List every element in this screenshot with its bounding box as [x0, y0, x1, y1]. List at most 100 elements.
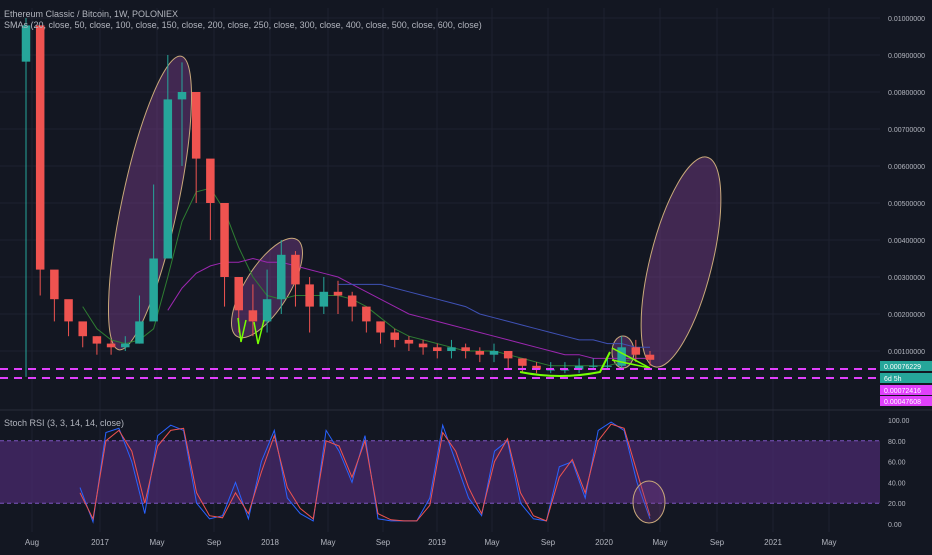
candle-body-23 — [347, 295, 357, 307]
price-label-text: 0.00076229 — [884, 364, 921, 371]
candle-body-33 — [489, 351, 499, 355]
time-tick-label: 2019 — [428, 538, 446, 547]
candle-body-7 — [121, 343, 130, 348]
candle-body-12 — [191, 92, 201, 159]
candle-body-32 — [475, 351, 485, 355]
price-candles — [21, 18, 655, 377]
candle-body-39 — [574, 365, 584, 370]
rsi-ellipse-annotation — [632, 480, 666, 524]
rsi-tick-label: 0.00 — [888, 522, 902, 529]
candle-body-8 — [135, 321, 144, 344]
candle-body-31 — [461, 347, 470, 351]
candle-body-42 — [617, 347, 626, 366]
candle-body-26 — [390, 332, 399, 340]
rsi-tick-label: 100.00 — [888, 418, 910, 425]
candle-body-4 — [78, 321, 87, 337]
price-label-bg-1 — [880, 373, 932, 383]
candle-body-20 — [305, 284, 314, 307]
neon-v-annotation-left — [237, 317, 247, 343]
candle-body-41 — [603, 365, 612, 367]
price-tick-label: 0.00200000 — [888, 312, 925, 319]
time-tick-label: May — [320, 538, 335, 547]
price-label-text: 0.00047608 — [884, 399, 921, 406]
time-tick-label: 2017 — [91, 538, 109, 547]
rsi-tick-label: 40.00 — [888, 480, 906, 487]
candle-body-2 — [50, 269, 59, 300]
price-tick-label: 0.00900000 — [888, 53, 925, 60]
candle-body-16 — [248, 310, 258, 322]
sma-legend[interactable]: SMAs (20, close, 50, close, 100, close, … — [4, 20, 482, 30]
price-label-text: 6d 5h — [884, 376, 902, 383]
candle-body-1 — [35, 25, 45, 270]
time-tick-label: 2021 — [764, 538, 782, 547]
neon-v-annotation-right — [253, 319, 265, 345]
stoch-rsi-panel — [0, 421, 880, 524]
price-label-bg-2 — [880, 385, 932, 395]
candle-body-34 — [503, 351, 513, 359]
sma-line-1 — [167, 257, 650, 359]
ellipse-annotation-2 — [640, 156, 722, 368]
candle-body-36 — [532, 365, 541, 370]
time-tick-label: Aug — [25, 538, 39, 547]
candle-body-18 — [277, 254, 286, 300]
candle-body-43 — [631, 347, 641, 355]
candle-body-5 — [92, 336, 102, 344]
rsi-line-1 — [79, 423, 651, 522]
price-tick-label: 0.00100000 — [888, 349, 925, 356]
time-tick-label: Sep — [376, 538, 391, 547]
neon-cup-annotation — [519, 351, 611, 377]
price-tick-label: 0.00300000 — [888, 275, 925, 282]
candle-body-17 — [262, 299, 272, 322]
candle-body-29 — [433, 347, 442, 351]
stoch-rsi-title[interactable]: Stoch RSI (3, 3, 14, 14, close) — [4, 418, 125, 428]
price-label-bg-3 — [880, 396, 932, 406]
candle-body-27 — [404, 339, 414, 344]
price-tick-label: 0.01000000 — [888, 16, 925, 23]
price-tick-label: 0.00800000 — [888, 90, 925, 97]
sma-line-2 — [338, 283, 650, 348]
candle-body-14 — [220, 203, 229, 277]
rsi-tick-label: 80.00 — [888, 439, 906, 446]
time-tick-label: May — [484, 538, 499, 547]
candle-body-22 — [333, 291, 343, 296]
candle-body-3 — [64, 299, 73, 322]
candle-body-21 — [319, 291, 329, 307]
price-tick-label: 0.00700000 — [888, 127, 925, 134]
candle-body-15 — [234, 277, 243, 311]
candle-body-28 — [418, 343, 428, 348]
time-tick-label: Sep — [541, 538, 556, 547]
price-label-text: 0.00072416 — [884, 388, 921, 395]
rsi-tick-label: 60.00 — [888, 460, 906, 467]
rsi-tick-label: 20.00 — [888, 501, 906, 508]
price-tick-label: 0.00600000 — [888, 164, 925, 171]
time-tick-label: Sep — [207, 538, 222, 547]
candle-body-35 — [518, 358, 527, 366]
time-tick-label: Sep — [710, 538, 725, 547]
annotation-lines[interactable] — [0, 317, 880, 379]
candle-body-13 — [206, 158, 215, 203]
time-tick-label: 2018 — [261, 538, 279, 547]
candle-body-0 — [21, 25, 31, 62]
candle-body-44 — [645, 354, 655, 360]
time-tick-label: May — [652, 538, 667, 547]
axes: 0.01000000 0.00900000 0.00800000 0.00700000… — [25, 16, 932, 547]
time-tick-label: May — [149, 538, 164, 547]
rsi-line-0 — [79, 421, 651, 524]
candle-body-11 — [177, 92, 187, 100]
time-tick-label: May — [821, 538, 836, 547]
candle-body-9 — [149, 258, 158, 322]
candle-body-6 — [106, 343, 116, 348]
candle-body-19 — [291, 254, 300, 285]
price-label-bg-0 — [880, 361, 932, 371]
candle-body-40 — [589, 365, 598, 367]
candle-body-30 — [447, 347, 456, 351]
time-tick-label: 2020 — [595, 538, 613, 547]
candle-body-24 — [362, 306, 371, 322]
candle-body-10 — [163, 99, 173, 259]
candle-body-25 — [376, 321, 385, 333]
symbol-title[interactable]: Ethereum Classic / Bitcoin, 1W, POLONIEX — [4, 9, 179, 19]
price-tick-label: 0.00400000 — [888, 238, 925, 245]
price-tick-label: 0.00500000 — [888, 201, 925, 208]
